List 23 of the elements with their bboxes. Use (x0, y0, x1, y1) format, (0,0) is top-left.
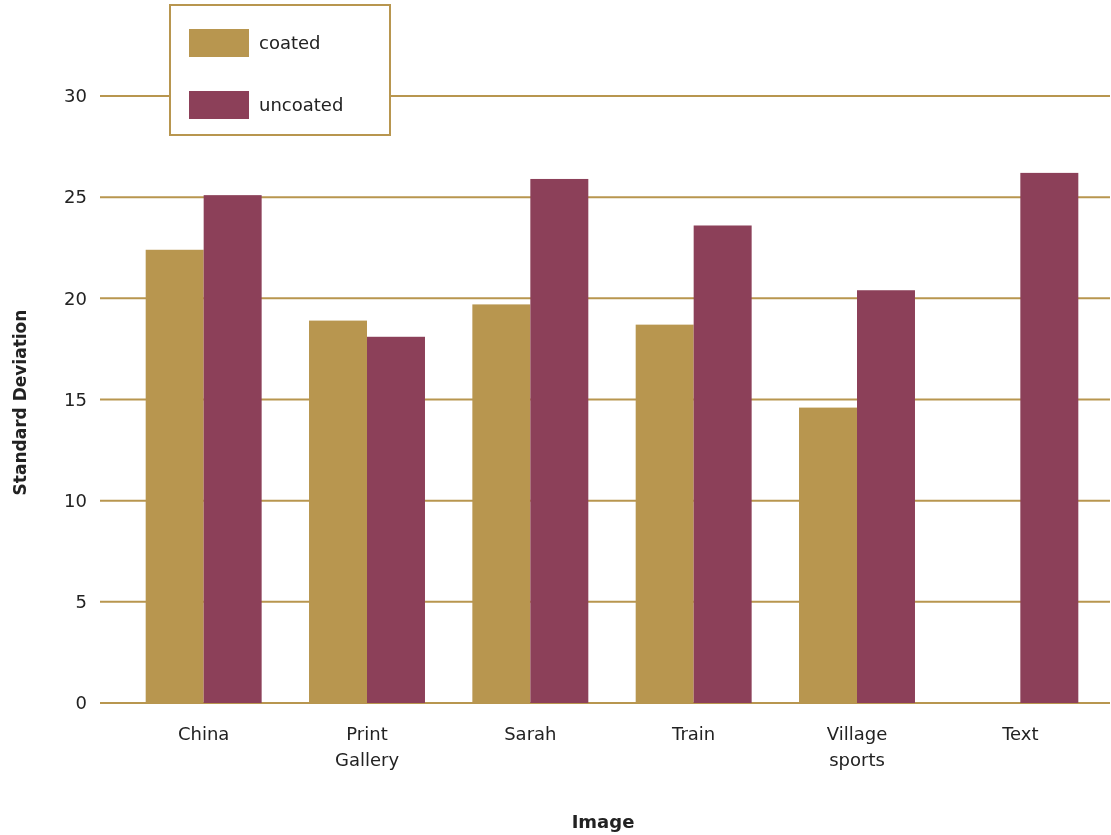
y-tick-label: 20 (64, 287, 87, 309)
x-axis-title: Image (571, 811, 635, 832)
y-tick-label: 15 (64, 388, 87, 410)
bar (530, 178, 589, 703)
y-axis-title: Standard Deviation (10, 309, 30, 496)
y-tick-label: 30 (64, 85, 87, 107)
legend-label: uncoated (259, 94, 344, 116)
bar (367, 336, 425, 703)
x-tick-label: Print Gallery (334, 723, 400, 770)
x-tick-label: China (177, 723, 230, 744)
bar (203, 195, 262, 703)
bar (693, 225, 752, 703)
bar (857, 290, 915, 703)
x-tick-label: Sarah (504, 723, 557, 744)
legend-label: coated (259, 32, 321, 54)
x-tick-label: Village sports (826, 723, 888, 770)
y-tick-label: 0 (75, 692, 87, 714)
y-tick-label: 10 (64, 489, 87, 511)
x-tick-label: Text (1001, 723, 1039, 744)
x-tick-label: Train (671, 723, 716, 744)
y-tick-label: 25 (64, 186, 87, 208)
bar (1020, 172, 1079, 703)
y-tick-label: 5 (75, 591, 87, 613)
